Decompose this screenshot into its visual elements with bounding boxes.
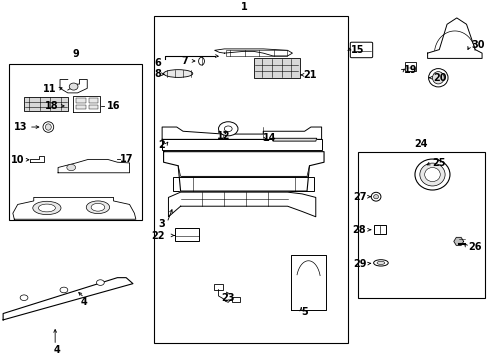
Polygon shape: [13, 197, 136, 219]
Ellipse shape: [373, 260, 387, 266]
Text: 24: 24: [414, 139, 427, 149]
Polygon shape: [163, 152, 324, 191]
Circle shape: [96, 280, 104, 285]
Polygon shape: [427, 18, 481, 58]
Text: 8: 8: [154, 69, 161, 79]
Bar: [225, 50, 286, 55]
Text: 16: 16: [106, 101, 120, 111]
Text: 21: 21: [303, 70, 316, 80]
Circle shape: [218, 122, 238, 136]
Text: 25: 25: [431, 158, 445, 168]
Circle shape: [60, 287, 68, 293]
Ellipse shape: [370, 192, 380, 201]
Polygon shape: [272, 138, 316, 141]
Text: 3: 3: [158, 219, 165, 229]
Text: 29: 29: [352, 258, 366, 269]
Bar: [88, 98, 98, 103]
Ellipse shape: [427, 69, 447, 87]
FancyBboxPatch shape: [349, 42, 372, 58]
Bar: [357, 152, 484, 298]
Text: 2: 2: [158, 140, 165, 150]
Ellipse shape: [91, 203, 104, 211]
Ellipse shape: [86, 201, 109, 213]
Bar: [76, 98, 85, 103]
Text: 12: 12: [216, 131, 230, 141]
Bar: [405, 62, 415, 71]
Polygon shape: [60, 80, 87, 93]
Text: 13: 13: [14, 122, 27, 132]
Text: 26: 26: [468, 242, 481, 252]
Text: 1: 1: [240, 1, 246, 12]
Text: 15: 15: [350, 45, 364, 55]
Ellipse shape: [38, 204, 55, 212]
Bar: [174, 228, 199, 242]
Polygon shape: [73, 96, 100, 112]
Text: 22: 22: [151, 231, 165, 241]
Ellipse shape: [67, 164, 76, 171]
Text: 7: 7: [181, 56, 187, 66]
Text: 5: 5: [301, 307, 307, 317]
Bar: [253, 58, 299, 78]
Bar: [88, 104, 98, 109]
Ellipse shape: [376, 261, 384, 265]
Polygon shape: [58, 159, 129, 173]
Bar: [24, 97, 68, 111]
Text: 10: 10: [11, 155, 24, 165]
Text: 23: 23: [221, 293, 235, 303]
Ellipse shape: [43, 122, 54, 132]
Bar: [154, 16, 347, 343]
Text: 18: 18: [45, 101, 59, 111]
Bar: [76, 104, 85, 109]
Text: 9: 9: [72, 49, 79, 59]
Polygon shape: [30, 156, 44, 162]
Bar: [162, 139, 321, 150]
Text: 14: 14: [263, 132, 276, 143]
Text: 6: 6: [154, 58, 161, 68]
Text: 17: 17: [120, 154, 133, 165]
Ellipse shape: [163, 70, 192, 77]
Ellipse shape: [69, 83, 78, 90]
Polygon shape: [168, 192, 315, 217]
Ellipse shape: [373, 195, 378, 199]
Polygon shape: [453, 238, 463, 246]
Bar: [231, 297, 240, 302]
Text: 27: 27: [352, 192, 366, 202]
Text: 11: 11: [43, 84, 57, 94]
Circle shape: [20, 295, 28, 301]
Ellipse shape: [33, 201, 61, 215]
Polygon shape: [3, 278, 133, 320]
Text: 19: 19: [404, 65, 417, 75]
Text: 28: 28: [352, 225, 366, 235]
Ellipse shape: [419, 163, 444, 186]
Bar: [9, 64, 142, 220]
Bar: [213, 284, 223, 290]
Ellipse shape: [424, 167, 439, 181]
Ellipse shape: [198, 57, 204, 65]
Ellipse shape: [414, 159, 449, 190]
Circle shape: [224, 126, 232, 132]
Text: 20: 20: [432, 73, 446, 84]
Bar: [173, 177, 314, 191]
Ellipse shape: [431, 72, 443, 84]
Polygon shape: [291, 256, 325, 310]
Text: 4: 4: [53, 345, 60, 355]
Text: 4: 4: [81, 297, 87, 307]
Text: 30: 30: [470, 40, 484, 50]
Ellipse shape: [45, 124, 51, 130]
Bar: [373, 225, 386, 234]
Polygon shape: [162, 127, 321, 139]
